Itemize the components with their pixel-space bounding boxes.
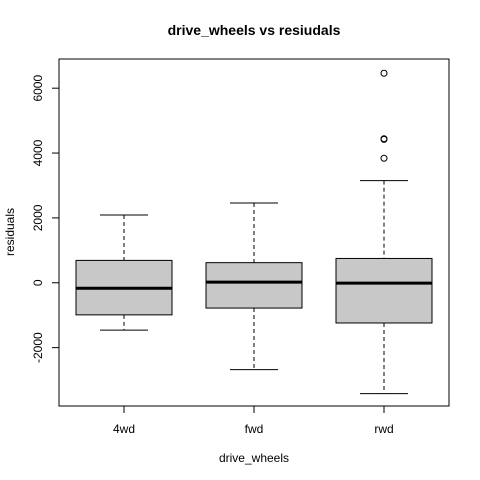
boxes-layer — [75, 69, 433, 395]
box-rwd — [335, 69, 433, 395]
iqr-box — [205, 262, 303, 309]
x-axis-label: drive_wheels — [219, 451, 289, 465]
outlier-point — [380, 135, 388, 143]
iqr-box — [335, 257, 433, 324]
x-tick-label-4wd: 4wd — [113, 422, 135, 436]
y-tick-label: 4000 — [31, 139, 45, 166]
box-fwd — [205, 202, 303, 371]
x-tick-label-fwd: fwd — [245, 422, 264, 436]
y-axis-label: residuals — [3, 208, 17, 256]
y-tick-label: 0 — [31, 279, 45, 286]
outlier-point — [380, 69, 388, 77]
chart-title: drive_wheels vs resiudals — [168, 22, 341, 38]
y-axis: -2000 0 2000 4000 6000 — [31, 75, 60, 363]
y-tick-label: -2000 — [31, 332, 45, 363]
x-axis: 4wd fwd rwd — [113, 405, 394, 436]
y-tick-label: 6000 — [31, 75, 45, 102]
box-4wd — [75, 214, 173, 331]
outlier-point — [380, 154, 388, 162]
y-tick-label: 2000 — [31, 204, 45, 231]
x-tick-label-rwd: rwd — [374, 422, 393, 436]
